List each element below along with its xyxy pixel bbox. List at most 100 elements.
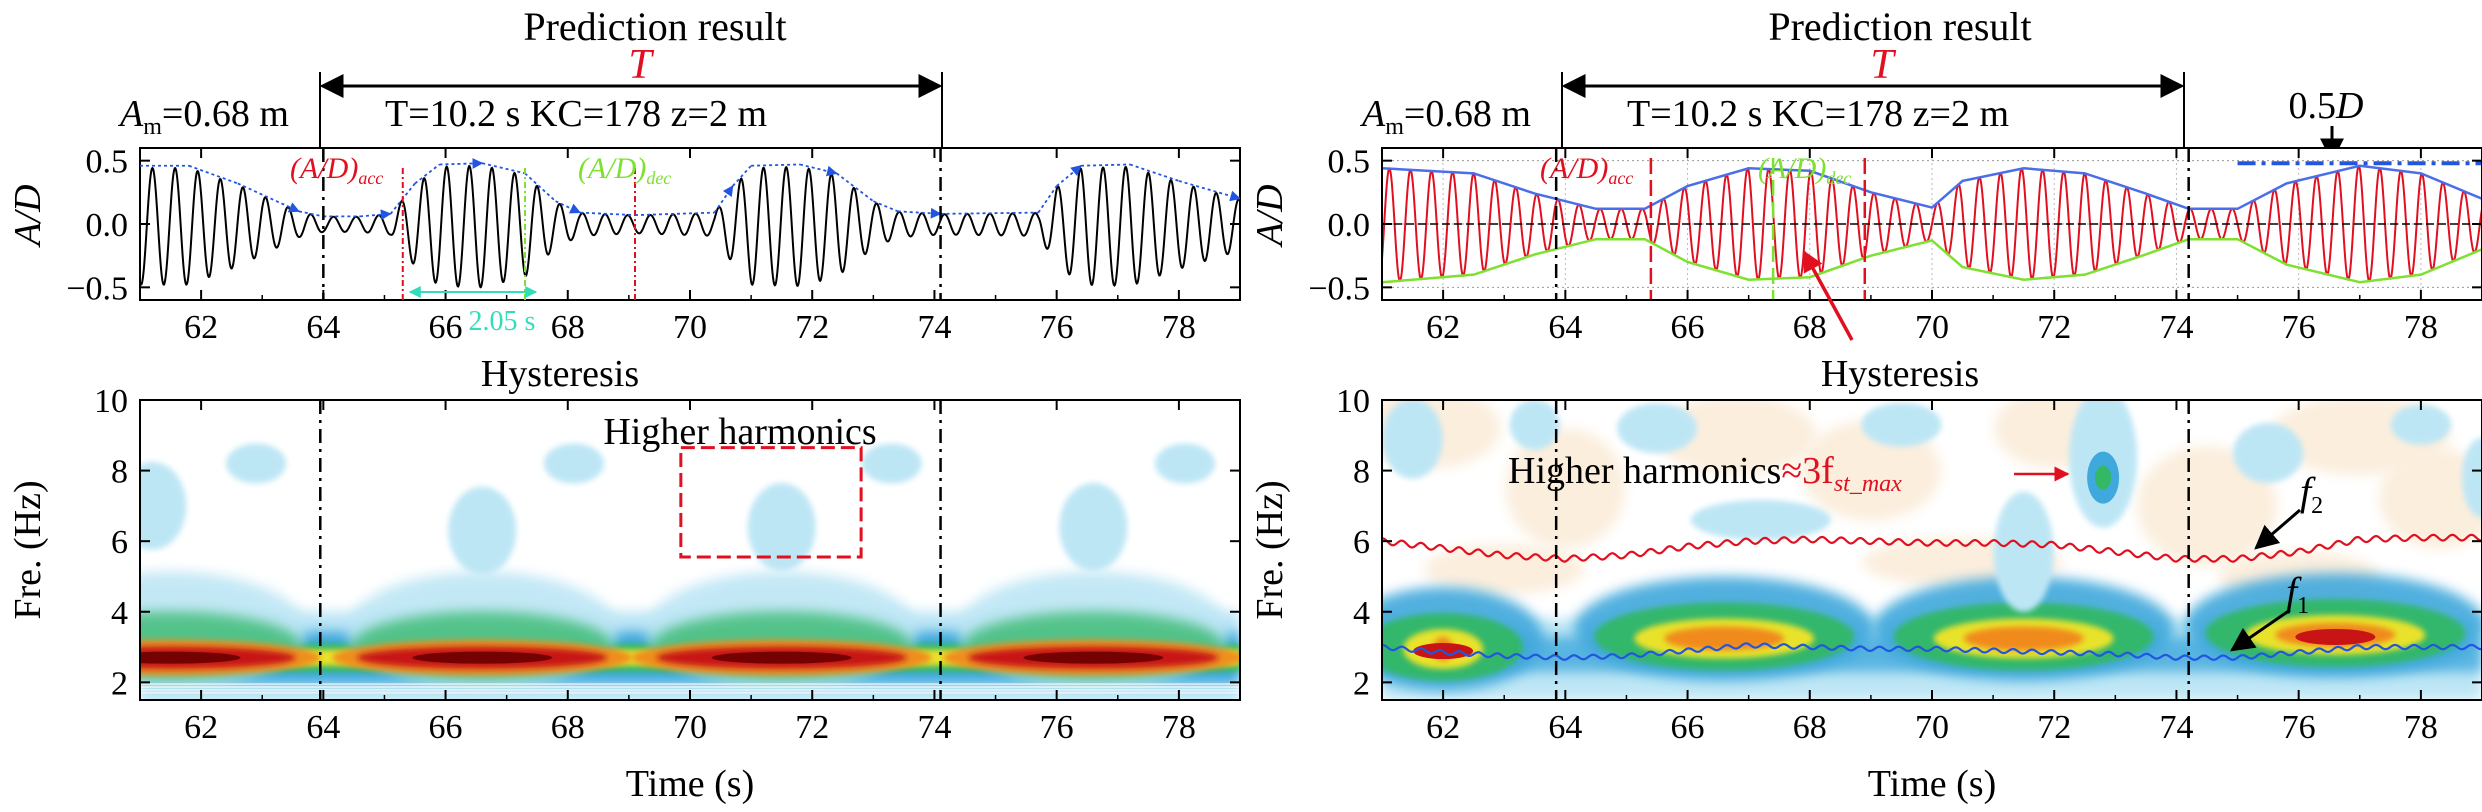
right-lower-envelope bbox=[1382, 237, 2482, 284]
left-bottom-xticks: 62 64 66 68 70 72 74 76 78 bbox=[139, 400, 1241, 746]
x-tick-label: 62 bbox=[184, 309, 218, 346]
y-tick-label: 10 bbox=[1336, 383, 1370, 420]
y-tick-label: −0.5 bbox=[1308, 270, 1370, 307]
energy-core bbox=[1023, 651, 1164, 664]
harmonic-patch bbox=[1382, 400, 1443, 479]
envelope-arrow-segment bbox=[555, 200, 581, 214]
harmonic-patch bbox=[1509, 400, 1560, 450]
right-acc-text: (A/D) bbox=[1540, 152, 1608, 185]
envelope-arrow-segment bbox=[439, 158, 484, 169]
right-f1-arrow bbox=[2230, 608, 2291, 652]
y-tick-label: 2 bbox=[1353, 665, 1370, 702]
right-acc-sub: acc bbox=[1608, 168, 1633, 188]
x-tick-label: 64 bbox=[306, 709, 340, 746]
left-xlabel: Time (s) bbox=[626, 763, 754, 805]
y-tick-label: 0.5 bbox=[1328, 144, 1371, 181]
envelope-arrow-segment bbox=[1056, 165, 1082, 187]
x-tick-label: 70 bbox=[1915, 709, 1949, 746]
left-dec-text: (A/D) bbox=[578, 152, 646, 185]
left-period-symbol: T bbox=[628, 42, 654, 88]
f2-line bbox=[1382, 533, 2482, 563]
x-tick-label: 64 bbox=[306, 309, 340, 346]
harmonic-spot bbox=[1059, 483, 1128, 572]
x-tick-label: 76 bbox=[1040, 709, 1074, 746]
right-dec-label: (A/D)dec bbox=[1758, 152, 1851, 188]
envelope-arrow-segment bbox=[524, 172, 557, 202]
envelope-arrow-segment bbox=[713, 185, 734, 214]
harmonic-patch bbox=[2390, 404, 2451, 445]
f1-line bbox=[1382, 642, 2482, 661]
right-amp-symbol: A bbox=[1359, 93, 1386, 135]
energy-orange bbox=[1664, 626, 1785, 651]
energy-core bbox=[412, 651, 553, 664]
envelope-arrow-segment bbox=[836, 172, 874, 202]
right-top-markers bbox=[1382, 148, 2482, 300]
left-params: T=10.2 s KC=178 z=2 m bbox=[385, 93, 767, 135]
left-top-panel: Prediction result T Am=0.68 m T=10.2 s K… bbox=[7, 4, 1241, 395]
left-cwt-map bbox=[140, 400, 1240, 700]
y-tick-label: 6 bbox=[1353, 524, 1370, 561]
y-tick-label: 10 bbox=[94, 383, 128, 420]
right-top-yticks: −0.5 0.0 0.5 bbox=[1308, 144, 2482, 307]
right-top-xticks: 62 64 66 68 70 72 74 76 78 bbox=[1381, 148, 2482, 346]
x-tick-label: 78 bbox=[2404, 709, 2438, 746]
envelope-arrow-segment bbox=[897, 207, 942, 219]
envelope-arrow-segment bbox=[1178, 180, 1240, 202]
left-amp-value: =0.68 m bbox=[162, 93, 289, 135]
x-tick-label: 78 bbox=[1162, 709, 1196, 746]
envelope-arrow-segment bbox=[872, 200, 899, 213]
x-tick-label: 70 bbox=[1915, 309, 1949, 346]
left-duration-label: 2.05 s bbox=[469, 306, 536, 337]
envelope-arrow-segment bbox=[1037, 185, 1058, 214]
cwt-background-patch bbox=[1424, 544, 1585, 595]
left-acc-text: (A/D) bbox=[290, 152, 358, 185]
energy-orange bbox=[1963, 626, 2084, 651]
left-amp-symbol: A bbox=[117, 93, 144, 135]
right-harmonics: Higher harmonics≈3fst_max bbox=[1508, 450, 1902, 497]
x-tick-label: 70 bbox=[673, 309, 707, 346]
left-envelope-arrows bbox=[140, 158, 1240, 221]
envelope-arrow-segment bbox=[482, 162, 526, 175]
right-amp-sub: m bbox=[1385, 114, 1404, 140]
y-tick-label: 0.0 bbox=[86, 207, 129, 244]
right-dec-text: (A/D) bbox=[1758, 152, 1826, 185]
left-harmonics: Higher harmonics bbox=[603, 411, 876, 453]
harmonic-spot bbox=[861, 443, 922, 484]
right-xlabel: Time (s) bbox=[1868, 763, 1996, 805]
envelope-arrow-segment bbox=[414, 163, 440, 185]
envelope-arrow-segment bbox=[1081, 163, 1131, 167]
energy-core bbox=[711, 651, 852, 664]
envelope-arrow-segment bbox=[799, 163, 838, 177]
left-amp-sub: m bbox=[143, 114, 162, 140]
left-top-ylabel: A/D bbox=[7, 184, 49, 248]
cwt-background-patch bbox=[1505, 428, 1626, 549]
right-hysteresis: Hysteresis bbox=[1821, 353, 1979, 395]
left-acc-sub: acc bbox=[358, 168, 383, 188]
x-tick-label: 64 bbox=[1548, 709, 1582, 746]
left-dec-sub: dec bbox=[646, 168, 671, 188]
x-tick-label: 68 bbox=[551, 709, 585, 746]
right-hysteresis-arrow bbox=[1802, 250, 1854, 341]
harmonic-spot bbox=[543, 443, 604, 484]
x-tick-label: 74 bbox=[2159, 709, 2193, 746]
right-acc-label: (A/D)acc bbox=[1540, 152, 1633, 188]
y-tick-label: 0.5 bbox=[86, 144, 129, 181]
left-bottom-ylabel: Fre. (Hz) bbox=[7, 480, 49, 619]
right-harmonics-approx: ≈3f bbox=[1781, 450, 1834, 492]
harmonic-spot bbox=[1155, 443, 1215, 484]
left-acc-label: (A/D)acc bbox=[290, 152, 383, 188]
harmonics-highlight-box bbox=[679, 446, 863, 559]
x-tick-label: 66 bbox=[1671, 709, 1705, 746]
y-tick-label: 2 bbox=[111, 665, 128, 702]
x-tick-label: 72 bbox=[2037, 709, 2071, 746]
right-f2-sub: 2 bbox=[2311, 493, 2323, 519]
energy-red bbox=[2295, 628, 2376, 645]
envelope-arrow-segment bbox=[732, 165, 752, 187]
right-params: T=10.2 s KC=178 z=2 m bbox=[1627, 93, 2009, 135]
x-tick-label: 72 bbox=[795, 309, 829, 346]
y-tick-label: 6 bbox=[111, 524, 128, 561]
x-tick-label: 74 bbox=[917, 709, 951, 746]
right-top-panel: Prediction result T Am=0.68 m T=10.2 s K… bbox=[1249, 4, 2482, 395]
